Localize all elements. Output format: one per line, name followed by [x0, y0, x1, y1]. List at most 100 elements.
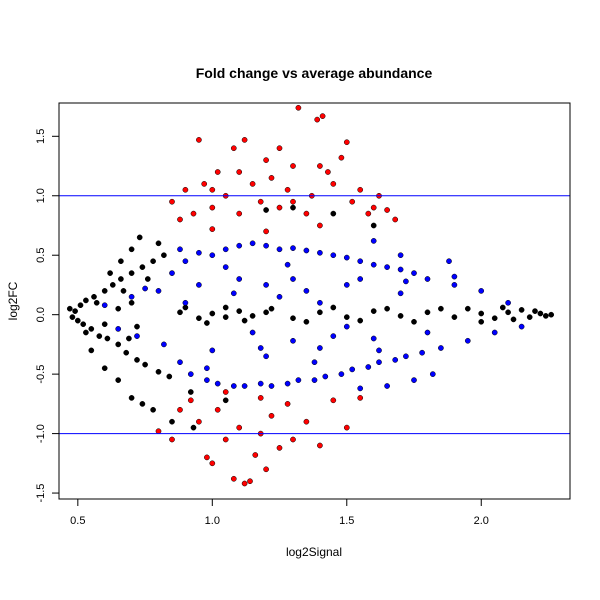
data-point: [169, 270, 175, 276]
data-point: [370, 261, 377, 268]
data-point: [177, 359, 183, 366]
data-point: [303, 247, 310, 254]
data-point: [177, 216, 183, 223]
data-point: [384, 383, 390, 389]
data-point: [249, 313, 256, 319]
data-point: [518, 323, 525, 330]
data-point: [311, 359, 318, 366]
data-point: [357, 276, 364, 282]
data-point: [222, 436, 229, 443]
data-point: [357, 317, 364, 324]
points-layer: [66, 104, 555, 487]
data-point: [290, 315, 296, 322]
data-point: [161, 252, 167, 259]
data-point: [411, 318, 417, 325]
data-point: [411, 270, 417, 276]
x-axis: 0.5 1.0 1.5 2.0: [70, 498, 489, 527]
data-point: [109, 282, 116, 288]
x-axis-label: log2Signal: [286, 545, 342, 559]
data-point: [80, 321, 87, 328]
data-point: [209, 460, 216, 467]
data-point: [236, 169, 243, 175]
data-point: [478, 318, 485, 325]
data-point: [257, 395, 264, 401]
y-axis: -1.5 -1.0 -0.5 0.0 0.5 1.0 1.5: [35, 129, 60, 503]
data-point: [169, 436, 175, 443]
data-point: [136, 234, 143, 241]
data-point: [204, 377, 210, 383]
data-point: [343, 254, 350, 261]
data-point: [104, 335, 111, 342]
data-point: [182, 299, 189, 306]
data-point: [451, 314, 458, 320]
data-point: [230, 290, 237, 297]
data-point: [376, 359, 382, 366]
data-point: [118, 276, 124, 282]
data-point: [101, 288, 108, 294]
data-point: [150, 258, 156, 265]
data-point: [510, 316, 517, 323]
data-point: [403, 278, 409, 285]
data-point: [222, 314, 229, 320]
data-point: [249, 329, 256, 336]
data-point: [88, 347, 95, 354]
data-point: [263, 466, 269, 473]
y-axis-label: log2FC: [6, 281, 20, 320]
data-point: [542, 313, 549, 319]
data-point: [139, 401, 146, 407]
x-tick-label: 1.0: [205, 515, 220, 527]
data-point: [370, 204, 377, 211]
data-point: [236, 424, 243, 431]
data-point: [249, 181, 256, 187]
data-point: [257, 198, 264, 205]
data-point: [276, 246, 283, 253]
data-point: [397, 266, 404, 273]
data-point: [343, 424, 350, 431]
data-point: [438, 305, 444, 312]
data-point: [370, 222, 377, 229]
data-point: [214, 169, 221, 175]
data-point: [182, 186, 189, 193]
data-point: [311, 377, 318, 383]
data-point: [196, 418, 202, 425]
data-point: [201, 181, 208, 187]
data-point: [187, 371, 194, 377]
x-tick-label: 0.5: [70, 515, 85, 527]
y-tick-label: 0.0: [35, 307, 47, 322]
data-point: [93, 299, 100, 306]
data-point: [144, 276, 151, 282]
data-point: [77, 302, 84, 309]
data-point: [330, 252, 337, 259]
data-point: [290, 163, 296, 169]
data-point: [177, 406, 183, 413]
data-point: [247, 478, 253, 485]
data-point: [209, 347, 216, 354]
data-point: [446, 258, 452, 265]
data-point: [451, 273, 458, 280]
data-point: [263, 353, 269, 360]
data-point: [101, 302, 108, 309]
data-point: [330, 333, 337, 339]
y-tick-label: -0.5: [35, 365, 47, 384]
data-point: [209, 252, 216, 259]
data-point: [290, 198, 296, 205]
data-point: [263, 207, 269, 213]
data-point: [128, 395, 135, 401]
data-point: [303, 418, 310, 425]
data-point: [155, 288, 162, 294]
data-point: [424, 276, 431, 282]
data-point: [317, 345, 323, 351]
data-point: [101, 365, 108, 372]
data-point: [276, 293, 283, 300]
y-tick-label: 1.0: [35, 188, 47, 203]
data-point: [343, 314, 350, 320]
data-point: [169, 198, 175, 205]
data-point: [252, 452, 259, 458]
data-point: [284, 380, 291, 387]
data-point: [268, 175, 275, 181]
data-point: [491, 329, 498, 336]
data-point: [142, 285, 148, 292]
data-point: [209, 226, 216, 232]
data-point: [263, 309, 269, 316]
data-point: [222, 264, 229, 270]
